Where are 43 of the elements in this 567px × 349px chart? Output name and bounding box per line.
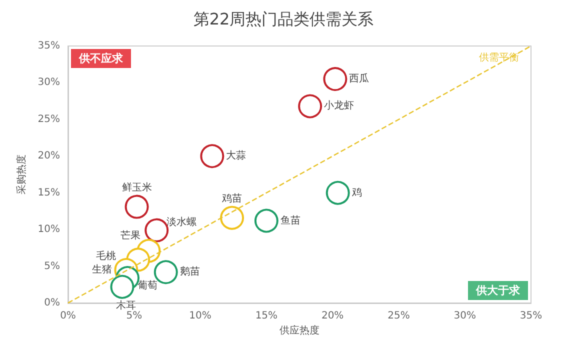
series-label: 供需平衡 bbox=[479, 52, 519, 64]
annotation: 鹅苗 bbox=[180, 266, 200, 278]
x-tick-label: 30% bbox=[454, 310, 476, 322]
annotation: 鸡 bbox=[350, 187, 362, 198]
point bbox=[254, 208, 278, 233]
x-tick-label: 0% bbox=[60, 310, 76, 322]
y-tick-label: 25% bbox=[38, 114, 60, 125]
point bbox=[220, 206, 244, 230]
point bbox=[124, 194, 149, 219]
y-tick-label: 0% bbox=[44, 298, 60, 308]
y-tick-label: 30% bbox=[38, 77, 60, 88]
annotation: 鸡苗 bbox=[221, 192, 242, 204]
x-axis-title: 供应热度 bbox=[280, 324, 320, 336]
chart-title: 第22周热门品类供需关系 bbox=[193, 10, 374, 28]
annotation: 小龙虾 bbox=[324, 100, 354, 112]
x-tick-label: 35% bbox=[520, 310, 542, 322]
y-axis-title: 采购热度 bbox=[15, 154, 28, 194]
annotation: 供大于求 bbox=[475, 284, 521, 297]
x-tick-label: 20% bbox=[321, 310, 344, 322]
x-tick-label: 10% bbox=[189, 310, 212, 322]
point bbox=[298, 94, 322, 118]
y-tick-label: 15% bbox=[38, 187, 60, 198]
annotation: 西瓜 bbox=[349, 72, 370, 85]
x-tick-label: 5% bbox=[126, 310, 142, 322]
point bbox=[110, 274, 134, 299]
y-tick-label: 5% bbox=[44, 260, 60, 272]
point bbox=[323, 67, 348, 92]
annotation: 大蒜 bbox=[226, 150, 246, 162]
point bbox=[326, 180, 350, 205]
annotation: 芒果 bbox=[120, 229, 141, 242]
annotation: 淡水螺 bbox=[166, 216, 197, 228]
annotation: 葡萄 bbox=[138, 280, 158, 292]
annotation: 鱼苗 bbox=[280, 214, 300, 226]
point bbox=[200, 144, 224, 168]
x-tick-label: 25% bbox=[388, 310, 410, 322]
annotation: 鲜玉米 bbox=[122, 181, 152, 194]
annotation: 毛桃 bbox=[96, 250, 116, 262]
annotation: 生猪 bbox=[92, 263, 112, 276]
x-tick-label: 15% bbox=[255, 310, 278, 322]
y-tick-label: 10% bbox=[38, 224, 60, 236]
annotation: 供不应求 bbox=[78, 52, 124, 65]
y-tick-label: 35% bbox=[38, 40, 60, 52]
y-tick-label: 20% bbox=[38, 150, 60, 162]
